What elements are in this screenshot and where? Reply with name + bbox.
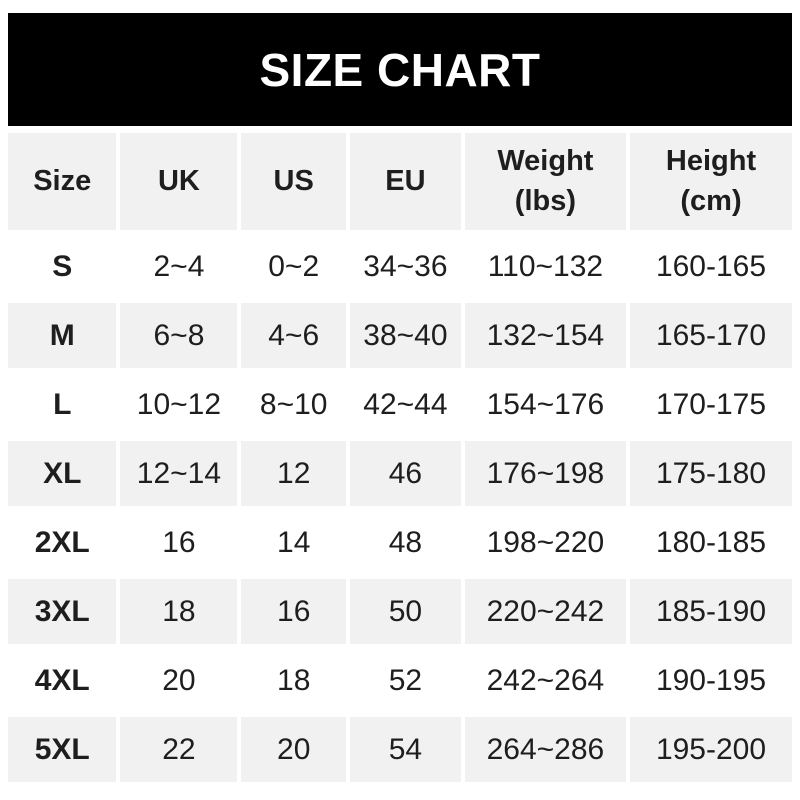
cell-height: 170-175: [630, 372, 792, 437]
cell-uk: 10~12: [120, 372, 238, 437]
cell-uk: 22: [120, 717, 238, 782]
cell-us: 18: [241, 648, 347, 713]
cell-eu: 42~44: [350, 372, 461, 437]
cell-uk: 12~14: [120, 441, 238, 506]
header-row: Size UK US EU Weight (lbs) Height (cm): [8, 133, 792, 230]
cell-eu: 50: [350, 579, 461, 644]
table-row-3xl: 3XL 18 16 50 220~242 185-190: [8, 579, 792, 644]
table-row-xl: XL 12~14 12 46 176~198 175-180: [8, 441, 792, 506]
banner: SIZE CHART: [8, 13, 792, 126]
cell-height: 185-190: [630, 579, 792, 644]
cell-weight: 198~220: [464, 510, 626, 575]
cell-uk: 2~4: [120, 234, 238, 299]
cell-size: L: [8, 372, 117, 437]
table-row-s: S 2~4 0~2 34~36 110~132 160-165: [8, 234, 792, 299]
cell-us: 0~2: [241, 234, 347, 299]
cell-weight: 220~242: [464, 579, 626, 644]
cell-size: XL: [8, 441, 117, 506]
cell-us: 12: [241, 441, 347, 506]
cell-height: 180-185: [630, 510, 792, 575]
col-header-uk: UK: [120, 133, 238, 230]
page-title: SIZE CHART: [259, 43, 541, 96]
cell-eu: 52: [350, 648, 461, 713]
cell-height: 160-165: [630, 234, 792, 299]
cell-eu: 34~36: [350, 234, 461, 299]
col-header-weight: Weight (lbs): [464, 133, 626, 230]
cell-size: 3XL: [8, 579, 117, 644]
cell-us: 4~6: [241, 303, 347, 368]
cell-height: 190-195: [630, 648, 792, 713]
cell-us: 20: [241, 717, 347, 782]
cell-size: S: [8, 234, 117, 299]
cell-weight: 110~132: [464, 234, 626, 299]
cell-size: 5XL: [8, 717, 117, 782]
table-row-l: L 10~12 8~10 42~44 154~176 170-175: [8, 372, 792, 437]
cell-weight: 132~154: [464, 303, 626, 368]
col-header-size: Size: [8, 133, 117, 230]
table-row-4xl: 4XL 20 18 52 242~264 190-195: [8, 648, 792, 713]
cell-us: 16: [241, 579, 347, 644]
cell-weight: 242~264: [464, 648, 626, 713]
col-header-us: US: [241, 133, 347, 230]
cell-weight: 264~286: [464, 717, 626, 782]
cell-eu: 46: [350, 441, 461, 506]
cell-eu: 48: [350, 510, 461, 575]
table-row-m: M 6~8 4~6 38~40 132~154 165-170: [8, 303, 792, 368]
cell-eu: 54: [350, 717, 461, 782]
cell-us: 8~10: [241, 372, 347, 437]
cell-height: 175-180: [630, 441, 792, 506]
cell-size: 2XL: [8, 510, 117, 575]
cell-uk: 20: [120, 648, 238, 713]
col-header-eu: EU: [350, 133, 461, 230]
table-row-5xl: 5XL 22 20 54 264~286 195-200: [8, 717, 792, 782]
cell-height: 165-170: [630, 303, 792, 368]
size-chart-table: Size UK US EU Weight (lbs) Height (cm) S…: [4, 129, 796, 786]
cell-weight: 176~198: [464, 441, 626, 506]
table-row-2xl: 2XL 16 14 48 198~220 180-185: [8, 510, 792, 575]
cell-height: 195-200: [630, 717, 792, 782]
cell-size: M: [8, 303, 117, 368]
cell-weight: 154~176: [464, 372, 626, 437]
cell-uk: 18: [120, 579, 238, 644]
cell-us: 14: [241, 510, 347, 575]
cell-uk: 6~8: [120, 303, 238, 368]
cell-eu: 38~40: [350, 303, 461, 368]
cell-size: 4XL: [8, 648, 117, 713]
col-header-height: Height (cm): [630, 133, 792, 230]
cell-uk: 16: [120, 510, 238, 575]
